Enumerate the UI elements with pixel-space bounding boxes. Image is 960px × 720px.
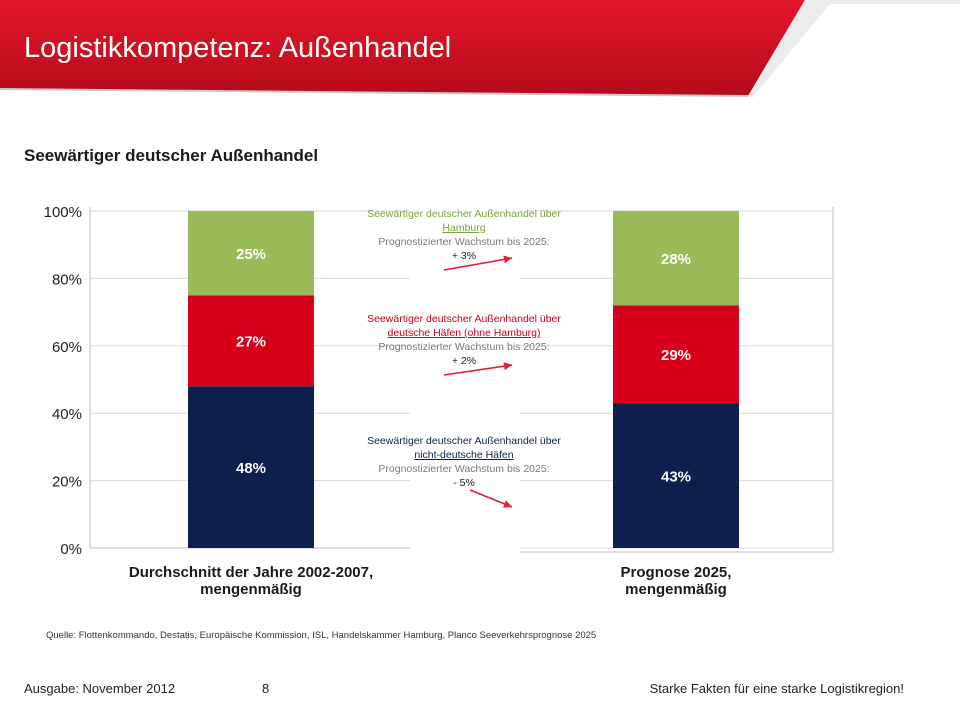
growth-arrow-head bbox=[503, 500, 512, 508]
annotation-growth: - 5% bbox=[453, 477, 475, 489]
annotation-growth-label: Prognostizierter Wachstum bis 2025: bbox=[378, 236, 550, 248]
bar-segment bbox=[188, 386, 314, 548]
data-label: 27% bbox=[236, 334, 266, 351]
annotation-port: Hamburg bbox=[442, 222, 486, 234]
annotation-title: Seewärtiger deutscher Außenhandel über bbox=[367, 208, 561, 220]
annotation-growth-label: Prognostizierter Wachstum bis 2025: bbox=[378, 341, 550, 353]
x-category-label: Durchschnitt der Jahre 2002-2007, bbox=[129, 564, 373, 581]
chart-subtitle: Seewärtiger deutscher Außenhandel bbox=[24, 146, 319, 165]
y-tick-label: 100% bbox=[44, 204, 82, 221]
y-tick-label: 40% bbox=[52, 406, 82, 423]
annotation-growth: + 2% bbox=[451, 355, 477, 367]
footer-tagline: Starke Fakten für eine starke Logistikre… bbox=[649, 681, 904, 696]
growth-arrow-head bbox=[503, 255, 512, 264]
bar-segment bbox=[188, 295, 314, 387]
bar-segment bbox=[613, 403, 739, 548]
annotation-title: Seewärtiger deutscher Außenhandel über bbox=[367, 313, 561, 325]
header-banner bbox=[0, 0, 960, 110]
y-tick-label: 20% bbox=[52, 474, 82, 491]
page-title: Logistikkompetenz: Außenhandel bbox=[24, 32, 452, 64]
annotation-port: deutsche Häfen (ohne Hamburg) bbox=[387, 327, 541, 339]
annotation-port: nicht-deutsche Häfen bbox=[414, 449, 514, 461]
growth-arrow-line bbox=[443, 364, 513, 376]
data-label: 29% bbox=[661, 347, 691, 364]
data-label: 25% bbox=[236, 246, 266, 263]
x-category-label: mengenmäßig bbox=[625, 581, 727, 598]
annotation-growth: + 3% bbox=[451, 250, 477, 262]
bar-segment bbox=[613, 211, 739, 306]
footer-edition: Ausgabe: November 2012 bbox=[24, 681, 176, 696]
footer-page-number: 8 bbox=[262, 681, 270, 696]
annotation-hamburg: Seewärtiger deutscher Außenhandel über H… bbox=[334, 207, 594, 263]
data-label: 48% bbox=[236, 460, 266, 477]
y-tick-label: 0% bbox=[60, 541, 82, 558]
y-tick-label: 80% bbox=[52, 271, 82, 288]
y-tick-label: 60% bbox=[52, 339, 82, 356]
annotation-growth-label: Prognostizierter Wachstum bis 2025: bbox=[378, 463, 550, 475]
annotation-german-ports: Seewärtiger deutscher Außenhandel über d… bbox=[334, 312, 594, 368]
stacked-bar-chart: 0% 20% 40% 60% 80% 100% 48% 27% 25% Durchschnitt … bbox=[44, 204, 834, 598]
annotation-title: Seewärtiger deutscher Außenhandel über bbox=[367, 435, 561, 447]
data-label: 28% bbox=[661, 251, 691, 268]
growth-arrow-line bbox=[443, 257, 513, 271]
data-label: 43% bbox=[661, 469, 691, 486]
bar-segment bbox=[188, 211, 314, 296]
source-note: Quelle: Flottenkommando, Destatis, Europ… bbox=[46, 630, 597, 641]
x-category-label: mengenmäßig bbox=[200, 581, 302, 598]
bar-segment bbox=[613, 305, 739, 404]
annotation-non-german-ports: Seewärtiger deutscher Außenhandel über n… bbox=[334, 434, 594, 490]
growth-arrow-head bbox=[503, 362, 512, 371]
x-category-label: Prognose 2025, bbox=[621, 564, 732, 581]
